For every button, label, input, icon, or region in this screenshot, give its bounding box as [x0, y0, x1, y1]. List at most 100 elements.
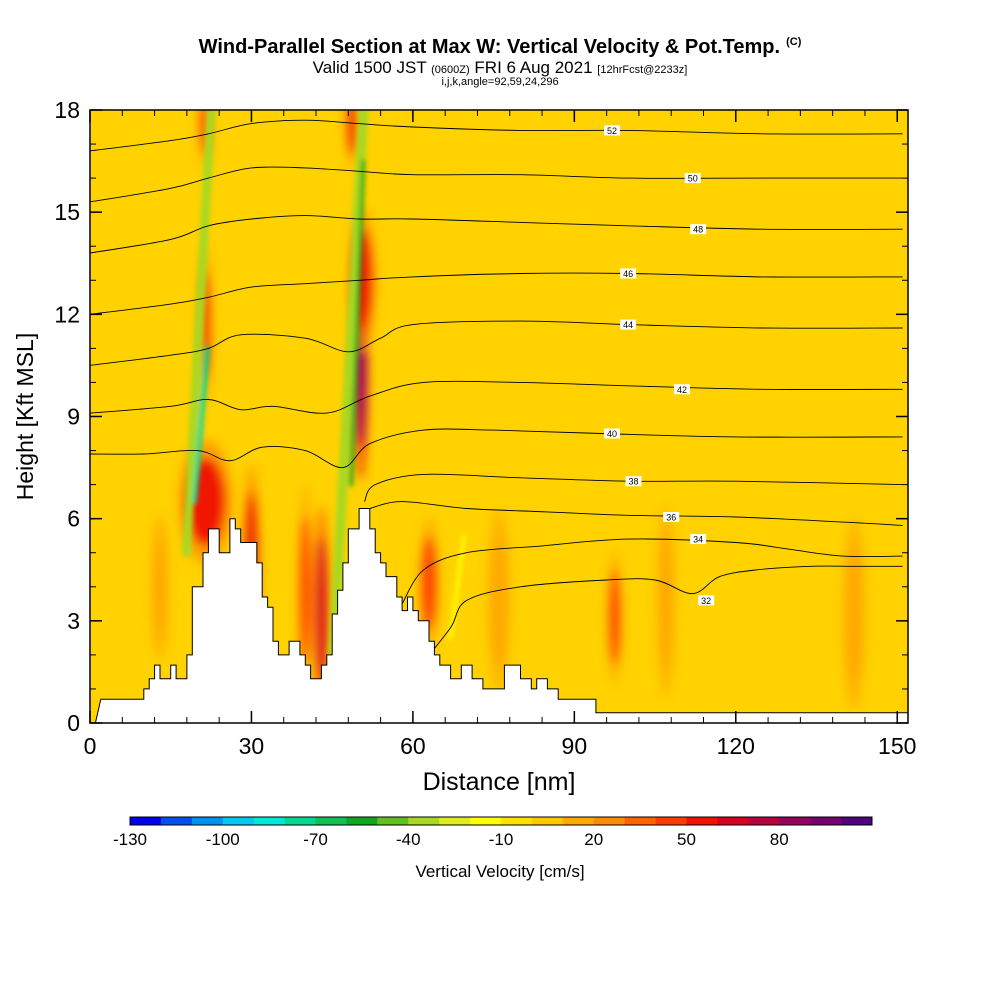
colorbar-swatch [439, 817, 471, 825]
isentrope-line-34 [401, 538, 903, 605]
valid-prefix: Valid 1500 JST [312, 58, 427, 77]
x-tick-label: 0 [84, 733, 97, 759]
y-axis-label: Height [Kft MSL] [12, 333, 38, 500]
colorbar-swatch [531, 817, 564, 825]
x-tick-label: 30 [239, 733, 265, 759]
colorbar: -130 -100 -70 -40 -10 20 50 80 [113, 816, 873, 849]
colorbar-swatch [779, 817, 811, 825]
isentrope-label-bg [684, 173, 701, 184]
updraft-core [659, 532, 673, 669]
downdraft-bands [181, 110, 466, 660]
y-tick-label: 9 [67, 404, 80, 430]
colorbar-swatch [655, 817, 687, 825]
colorbar-swatch [562, 817, 595, 825]
colorbar-swatch [748, 817, 780, 825]
isentrope-line-32 [423, 565, 903, 662]
colorbar-swatch [222, 817, 255, 825]
colorbar-swatch [841, 817, 873, 825]
updraft-core [490, 535, 508, 666]
colorbar-swatch [717, 817, 749, 825]
colorbar-swatch [191, 817, 224, 825]
colorbar-swatch [810, 817, 842, 825]
colorbar-swatch [686, 817, 718, 825]
chart-title: Wind-Parallel Section at Max W: Vertical… [0, 36, 1000, 59]
downdraft-band [181, 110, 216, 558]
x-tick-label: 90 [562, 733, 588, 759]
isentrope-label-40: 40 [607, 429, 617, 439]
isentrope-label-34: 34 [693, 535, 703, 545]
downdraft-band [191, 345, 210, 505]
isentrope-label-50: 50 [688, 174, 698, 184]
isentrope-line-36 [369, 501, 903, 526]
updraft-core [347, 110, 357, 155]
isentrope-label-bg [604, 125, 621, 136]
isentrope-label-bg [620, 319, 637, 330]
x-tick-label: 150 [878, 733, 916, 759]
isentrope-line-48 [90, 215, 903, 254]
potential-temperature-contours: 32 34 36 38 40 42 44 46 48 50 52 [90, 119, 903, 662]
isentrope-label-bg [690, 224, 707, 235]
valid-mid: FRI 6 Aug 2021 [474, 58, 593, 77]
isentrope-label-bg [673, 384, 690, 395]
colorbar-swatch [315, 817, 347, 825]
x-tick-label: 60 [400, 733, 426, 759]
downdraft-band [349, 159, 366, 487]
isentrope-label-bg [604, 428, 621, 439]
isentrope-label-bg [663, 511, 680, 522]
colorbar-swatch [284, 817, 316, 825]
updraft-core [846, 545, 863, 683]
updraft-core [421, 535, 437, 632]
isentrope-line-42 [90, 380, 903, 414]
chart-subline: i,j,k,angle=92,59,24,296 [441, 76, 559, 88]
downdraft-band [328, 110, 369, 660]
isentrope-label-46: 46 [623, 269, 633, 279]
colorbar-swatch [501, 817, 533, 825]
isentrope-label-52: 52 [607, 126, 617, 136]
colorbar-swatch [346, 817, 378, 825]
colorbar-frame [129, 816, 873, 826]
isentrope-label-bg [690, 534, 707, 545]
isentrope-line-40 [90, 428, 903, 469]
x-tick-label: 120 [717, 733, 755, 759]
colorbar-tick-label: -70 [303, 830, 328, 849]
colorbar-swatch [624, 817, 656, 825]
chart-title-mark: (C) [786, 36, 802, 49]
isentrope-label-36: 36 [666, 512, 676, 522]
colorbar-swatch [408, 817, 440, 825]
chart-valid-line: Valid 1500 JST (0600Z) FRI 6 Aug 2021 [1… [0, 59, 1000, 79]
isentrope-line-50 [90, 166, 903, 203]
isentrope-label-bg [620, 268, 637, 279]
y-tick-label: 6 [67, 506, 80, 532]
colorbar-swatch [377, 817, 409, 825]
isentrope-label-42: 42 [677, 385, 687, 395]
colorbar-tick-label: 50 [677, 830, 696, 849]
isentrope-line-38 [364, 473, 903, 502]
isentrope-label-44: 44 [623, 320, 633, 330]
colorbar-tick-label: -100 [206, 830, 240, 849]
y-tick-label: 12 [54, 301, 80, 327]
colorbar-swatch [160, 817, 193, 825]
y-tick-label: 0 [67, 710, 80, 736]
y-tick-label: 18 [54, 97, 80, 123]
downdraft-band [448, 533, 466, 640]
isentrope-line-52 [90, 119, 903, 152]
colorbar-tick-label: -40 [396, 830, 421, 849]
valid-small: (0600Z) [431, 64, 470, 76]
updraft-core [153, 535, 167, 638]
colorbar-swatch [130, 817, 162, 825]
isentrope-label-bg [625, 476, 642, 487]
isentrope-label-32: 32 [701, 596, 711, 606]
chart-title-main: Wind-Parallel Section at Max W: Vertical… [198, 36, 781, 58]
y-tick-label: 3 [67, 608, 80, 634]
updraft-core [609, 569, 621, 666]
colorbar-swatch [470, 817, 502, 825]
colorbar-swatch [593, 817, 626, 825]
valid-fcst: [12hrFcst@2233z] [597, 64, 688, 76]
colorbar-label: Vertical Velocity [cm/s] [415, 862, 585, 881]
updraft-core [299, 515, 311, 666]
isentrope-line-46 [90, 272, 903, 315]
colorbar-tick-label: 80 [770, 830, 789, 849]
isentrope-label-38: 38 [629, 477, 639, 487]
